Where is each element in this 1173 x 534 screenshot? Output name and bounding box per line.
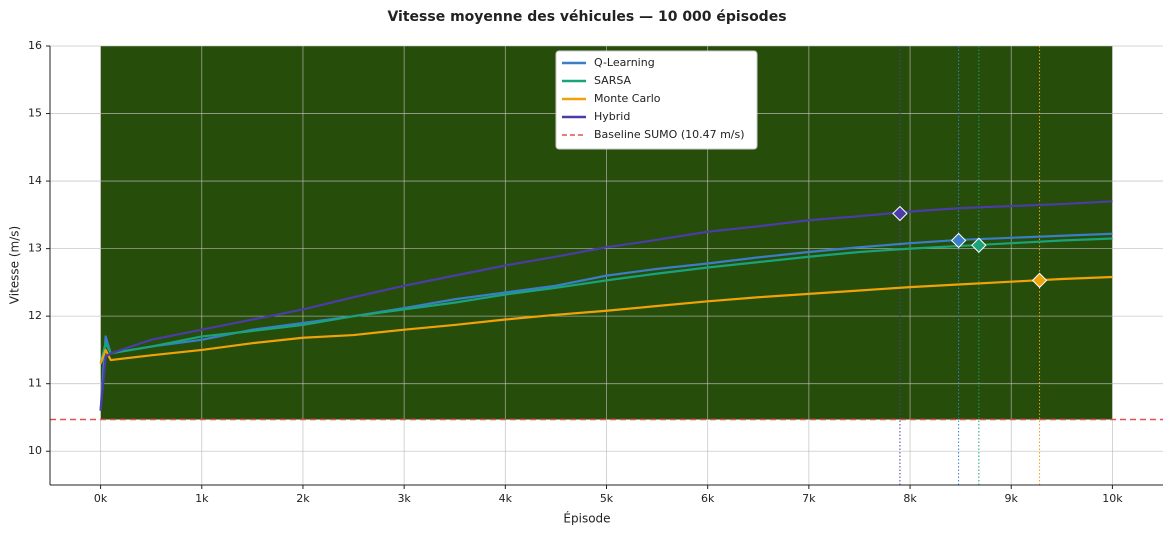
legend-label: Hybrid: [594, 110, 630, 123]
x-tick-label: 8k: [903, 492, 917, 505]
y-tick-label: 12: [28, 309, 42, 322]
legend-label: Q-Learning: [594, 56, 655, 69]
legend-label: Monte Carlo: [594, 92, 661, 105]
legend: Q-Learning SARSA Monte Carlo Hybrid Baseline…: [555, 50, 758, 150]
y-tick-label: 16: [28, 39, 42, 52]
x-axis-label: Épisode: [563, 511, 610, 526]
marker-point: [950, 232, 967, 249]
x-tick-label: 3k: [397, 492, 411, 505]
legend-box: [555, 50, 758, 150]
x-tick-label: 4k: [499, 492, 513, 505]
marker-point: [971, 237, 987, 253]
marker-point: [892, 205, 908, 222]
y-tick-label: 11: [28, 377, 42, 390]
y-tick-label: 15: [28, 107, 42, 120]
chart-title: Vitesse moyenne des véhicules — 10 000 é…: [387, 9, 786, 25]
x-tick-label: 6k: [701, 492, 715, 505]
x-tick-label: 7k: [802, 492, 816, 505]
y-tick-label: 10: [28, 444, 42, 457]
y-tick-label: 14: [28, 174, 42, 187]
series-line: [99, 200, 1113, 411]
x-tick-label: 9k: [1005, 492, 1019, 505]
x-tick-label: 2k: [296, 492, 310, 505]
x-tick-label: 5k: [600, 492, 614, 505]
series-line: [99, 275, 1113, 364]
legend-label: SARSA: [594, 74, 632, 87]
marker-point: [1031, 272, 1048, 289]
series-line: [99, 237, 1113, 364]
series-line: [99, 232, 1113, 411]
x-tick-label: 1k: [195, 492, 209, 505]
y-tick-label: 13: [28, 242, 42, 255]
legend-label: Baseline SUMO (10.47 m/s): [594, 128, 745, 141]
x-tick-label: 0k: [94, 492, 108, 505]
x-tick-label: 10k: [1102, 492, 1123, 505]
y-axis-label: Vitesse (m/s): [8, 226, 22, 304]
